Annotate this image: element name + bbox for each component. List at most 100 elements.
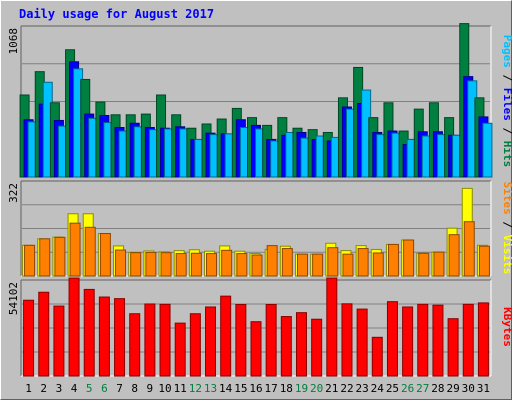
bar-kbytes-day-29: [447, 318, 459, 377]
bar-sites-day-10: [160, 252, 172, 277]
bar-sites-day-26: [403, 239, 415, 277]
bar-kbytes-day-21: [326, 277, 338, 377]
x-tick-label-11: 11: [174, 382, 187, 395]
bar-sites-day-13: [206, 253, 218, 277]
bar-sites-day-30: [463, 221, 475, 277]
x-tick-label-16: 16: [249, 382, 262, 395]
x-tick-label-8: 8: [131, 382, 138, 395]
x-tick-label-29: 29: [446, 382, 459, 395]
bar-sites-day-31: [478, 245, 490, 277]
bar-kbytes-day-27: [417, 303, 429, 377]
x-tick-label-31: 31: [477, 382, 490, 395]
bar-kbytes-day-25: [386, 301, 398, 377]
bar-sites-day-20: [312, 253, 324, 277]
bar-sites-day-2: [39, 238, 51, 277]
bar-kbytes-day-31: [477, 302, 489, 377]
x-tick-label-12: 12: [189, 382, 202, 395]
bar-kbytes-day-15: [235, 303, 247, 377]
bar-sites-day-17: [266, 245, 278, 277]
x-tick-label-18: 18: [280, 382, 293, 395]
bar-sites-day-21: [327, 247, 339, 277]
bar-kbytes-day-23: [356, 308, 368, 377]
bar-kbytes-day-4: [68, 277, 80, 377]
bar-kbytes-day-12: [189, 313, 201, 377]
bar-sites-day-5: [84, 226, 96, 277]
bar-sites-day-1: [24, 244, 36, 277]
bar-sites-day-25: [387, 243, 399, 277]
x-tick-label-28: 28: [431, 382, 444, 395]
x-tick-label-17: 17: [265, 382, 278, 395]
bar-kbytes-day-13: [205, 306, 217, 377]
chart-title: Daily usage for August 2017: [19, 7, 215, 21]
x-tick-label-30: 30: [462, 382, 475, 395]
y-max-label: 1068: [7, 28, 20, 55]
x-tick-label-7: 7: [116, 382, 123, 395]
legend-sites_visits: Sites / Visits: [501, 182, 512, 275]
bar-kbytes-day-7: [114, 298, 126, 377]
x-tick-label-10: 10: [158, 382, 171, 395]
bar-sites-day-3: [54, 236, 66, 277]
bar-kbytes-day-30: [462, 303, 474, 377]
bar-sites-day-29: [448, 234, 460, 277]
x-tick-label-21: 21: [325, 382, 338, 395]
bar-sites-day-7: [115, 249, 127, 277]
bar-sites-day-6: [99, 233, 111, 277]
bar-sites-day-14: [221, 249, 233, 277]
x-tick-label-2: 2: [40, 382, 47, 395]
bar-sites-day-12: [190, 252, 202, 277]
x-tick-label-9: 9: [147, 382, 154, 395]
bar-sites-day-27: [418, 252, 430, 277]
bar-kbytes-day-22: [341, 303, 353, 377]
bar-sites-day-24: [372, 252, 384, 277]
bar-sites-day-18: [281, 248, 293, 277]
x-tick-label-22: 22: [340, 382, 353, 395]
bar-kbytes-day-1: [23, 299, 35, 377]
bar-kbytes-day-6: [98, 296, 110, 377]
bar-sites-day-28: [433, 251, 445, 277]
bar-kbytes-day-5: [83, 288, 95, 377]
bar-kbytes-day-18: [280, 316, 292, 377]
bar-kbytes-day-14: [220, 295, 232, 377]
bar-kbytes-day-3: [53, 305, 65, 377]
x-tick-label-13: 13: [204, 382, 217, 395]
bar-sites-day-19: [296, 253, 308, 277]
x-tick-label-6: 6: [101, 382, 108, 395]
x-tick-label-24: 24: [371, 382, 385, 395]
y-max-label: 322: [7, 183, 20, 203]
bar-kbytes-day-10: [159, 303, 171, 377]
bar-sites-day-16: [251, 254, 263, 277]
bar-kbytes-day-2: [38, 291, 50, 377]
x-tick-label-23: 23: [356, 382, 369, 395]
bar-sites-day-4: [69, 222, 81, 277]
x-tick-label-14: 14: [219, 382, 233, 395]
bar-kbytes-day-26: [402, 306, 414, 377]
bar-sites-day-15: [236, 253, 248, 277]
bar-sites-day-9: [145, 251, 157, 277]
bar-kbytes-day-24: [371, 336, 383, 377]
bar-kbytes-day-19: [295, 312, 307, 377]
x-tick-label-27: 27: [416, 382, 429, 395]
bar-kbytes-day-9: [144, 303, 156, 377]
bar-sites-day-11: [175, 253, 187, 277]
x-tick-label-15: 15: [234, 382, 247, 395]
legend-kbytes: KBytes: [501, 307, 512, 347]
bar-sites-day-22: [342, 253, 354, 277]
bar-kbytes-day-8: [129, 313, 141, 377]
bar-pages-day-31: [482, 122, 493, 178]
x-tick-label-25: 25: [386, 382, 399, 395]
x-tick-label-19: 19: [295, 382, 308, 395]
legend-pages_files_hits: Pages / Files / Hits: [501, 35, 512, 168]
x-tick-label-1: 1: [25, 382, 32, 395]
x-tick-label-20: 20: [310, 382, 323, 395]
bar-sites-day-23: [357, 248, 369, 277]
bar-kbytes-day-20: [311, 318, 323, 377]
bar-kbytes-day-28: [432, 304, 444, 377]
bar-kbytes-day-16: [250, 321, 262, 377]
bar-kbytes-day-11: [174, 322, 186, 377]
bar-kbytes-day-17: [265, 303, 277, 377]
x-tick-label-26: 26: [401, 382, 414, 395]
y-max-label: 54102: [7, 282, 20, 315]
x-tick-label-4: 4: [71, 382, 78, 395]
x-tick-label-5: 5: [86, 382, 93, 395]
